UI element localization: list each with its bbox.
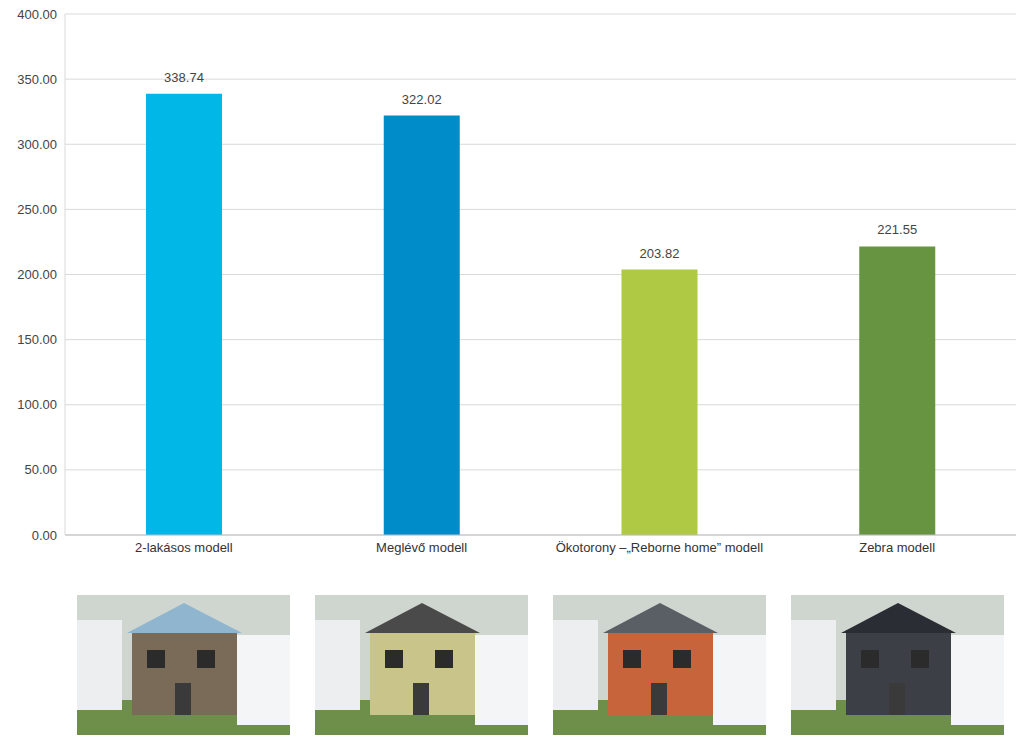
svg-text:150.00: 150.00 [17, 332, 57, 347]
svg-text:250.00: 250.00 [17, 202, 57, 217]
svg-text:2-lakásos modell: 2-lakásos modell [135, 540, 233, 555]
svg-text:Meglévő modell: Meglévő modell [376, 540, 467, 555]
svg-text:203.82: 203.82 [640, 246, 680, 261]
svg-text:400.00: 400.00 [17, 7, 57, 22]
svg-text:0.00: 0.00 [32, 528, 57, 543]
svg-text:200.00: 200.00 [17, 267, 57, 282]
svg-text:300.00: 300.00 [17, 137, 57, 152]
svg-text:50.00: 50.00 [24, 462, 57, 477]
svg-text:100.00: 100.00 [17, 397, 57, 412]
svg-text:322.02: 322.02 [402, 92, 442, 107]
svg-text:Zebra modell: Zebra modell [859, 540, 935, 555]
svg-text:338.74: 338.74 [164, 70, 204, 85]
svg-text:350.00: 350.00 [17, 72, 57, 87]
svg-text:221.55: 221.55 [877, 222, 917, 237]
svg-text:Ökotorony –„Reborne home” mode: Ökotorony –„Reborne home” modell [556, 540, 763, 555]
